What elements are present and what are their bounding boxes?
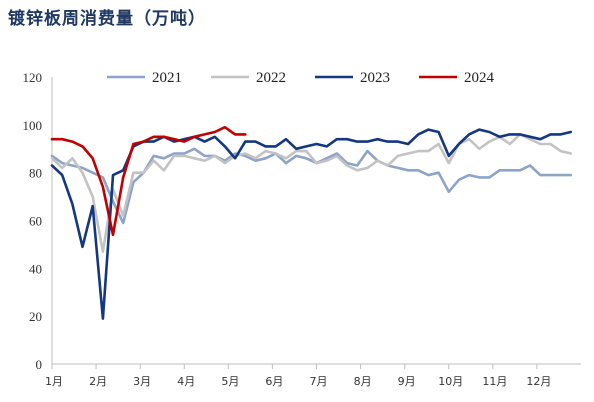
x-tick-label: 11月 bbox=[482, 375, 507, 388]
series-line-2021 bbox=[50, 147, 573, 225]
x-tick-label: 5月 bbox=[221, 375, 239, 388]
x-tick-label: 1月 bbox=[45, 375, 63, 388]
chart-title: 镀锌板周消费量（万吨） bbox=[8, 9, 206, 29]
x-tick-label: 3月 bbox=[133, 375, 151, 388]
x-tick-label: 7月 bbox=[310, 375, 328, 388]
x-tick-label: 12月 bbox=[526, 375, 551, 388]
y-tick-label: 100 bbox=[23, 118, 43, 133]
series-line-2022 bbox=[50, 133, 573, 253]
x-tick-label: 2月 bbox=[89, 375, 107, 388]
x-tick-label: 4月 bbox=[177, 375, 195, 388]
y-tick-label: 120 bbox=[23, 70, 43, 85]
legend-label-2022: 2022 bbox=[256, 70, 286, 86]
series-line-2024 bbox=[50, 125, 247, 237]
x-tick-label: 9月 bbox=[398, 375, 416, 388]
y-tick-label: 60 bbox=[29, 214, 42, 229]
legend-label-2021: 2021 bbox=[152, 70, 182, 86]
legend-label-2023: 2023 bbox=[360, 70, 390, 86]
x-tick-label: 8月 bbox=[354, 375, 372, 388]
y-tick-label: 80 bbox=[29, 166, 42, 181]
y-tick-label: 20 bbox=[29, 309, 42, 324]
x-tick-label: 6月 bbox=[265, 375, 283, 388]
y-tick-label: 40 bbox=[29, 261, 42, 276]
y-tick-label: 0 bbox=[36, 357, 43, 372]
x-tick-label: 10月 bbox=[438, 375, 463, 388]
legend-label-2024: 2024 bbox=[464, 70, 495, 86]
